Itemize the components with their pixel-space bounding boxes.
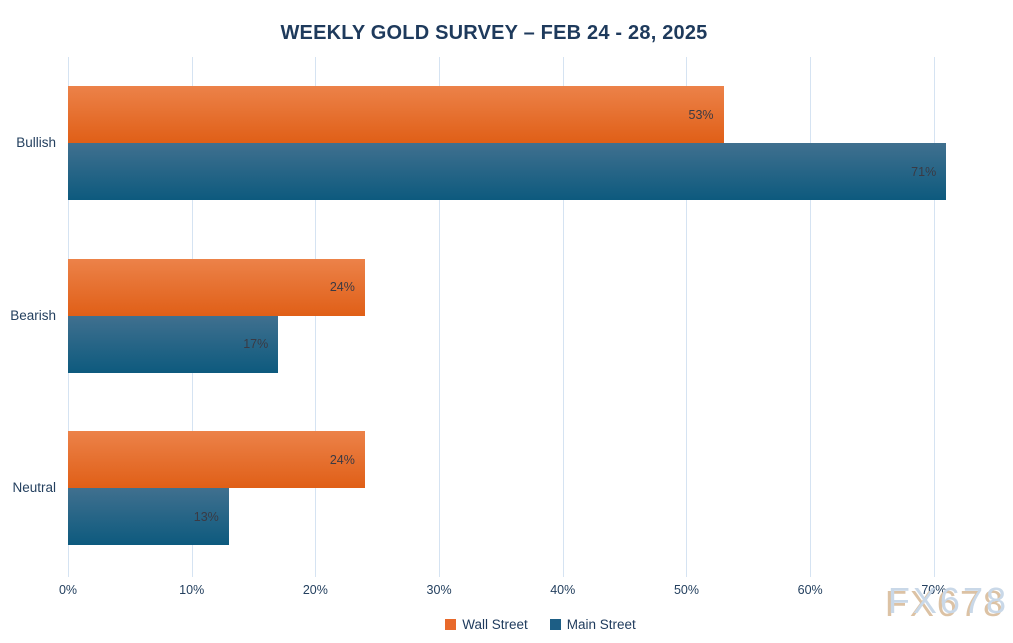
category-label-bullish: Bullish [16, 135, 56, 150]
data-label-main-street-bullish: 71% [911, 164, 937, 179]
x-tick-label-40%: 40% [550, 583, 576, 597]
bar-wall-street-bullish: 53% [68, 86, 724, 143]
bar-main-street-bullish: 71% [68, 143, 947, 200]
gridline-40% [563, 57, 564, 577]
x-tick-label-70%: 70% [921, 583, 947, 597]
x-tick-label-20%: 20% [302, 583, 328, 597]
gridline-30% [439, 57, 440, 577]
bar-main-street-bearish: 17% [68, 315, 279, 373]
legend-item-wall-street: Wall Street [445, 617, 528, 632]
gridline-50% [686, 57, 687, 577]
legend-label-wall-street: Wall Street [462, 617, 528, 632]
data-label-wall-street-bullish: 53% [688, 107, 714, 122]
data-label-wall-street-neutral: 24% [329, 452, 355, 467]
chart-title: WEEKLY GOLD SURVEY – FEB 24 - 28, 2025 [280, 22, 708, 44]
category-label-bearish: Bearish [10, 307, 56, 323]
legend-swatch-main-street [549, 619, 561, 630]
category-label-neutral: Neutral [12, 480, 56, 496]
plot-area: 53% 71% 24% 17% 24% 13% [68, 57, 1013, 577]
bar-wall-street-neutral: 24% [68, 431, 365, 489]
bar-wall-street-bearish: 24% [68, 258, 365, 316]
bar-main-street-neutral: 13% [68, 488, 229, 546]
x-tick-label-30%: 30% [426, 583, 452, 597]
x-tick-label-10%: 10% [179, 583, 205, 597]
watermark: FX678 [887, 580, 1009, 621]
data-label-wall-street-bearish: 24% [329, 280, 355, 295]
data-label-main-street-neutral: 13% [193, 509, 219, 524]
gridline-60% [810, 57, 811, 577]
legend-item-main-street: Main Street [549, 617, 636, 632]
x-tick-label-0%: 0% [58, 583, 78, 597]
data-label-main-street-bearish: 17% [243, 337, 269, 352]
x-tick-label-50%: 50% [673, 583, 699, 597]
gridline-20% [315, 57, 316, 577]
legend-swatch-wall-street [445, 619, 457, 630]
legend-label-main-street: Main Street [566, 617, 636, 632]
gridline-70% [934, 57, 935, 577]
legend: Wall Street Main Street [68, 617, 1013, 632]
x-tick-label-60%: 60% [797, 583, 823, 597]
